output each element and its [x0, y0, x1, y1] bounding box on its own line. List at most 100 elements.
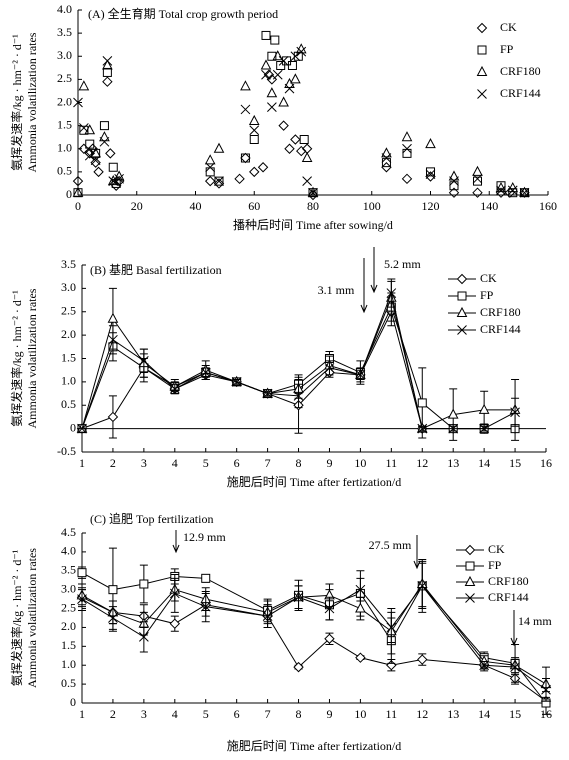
data-point [248, 114, 260, 125]
data-point [355, 370, 366, 380]
data-point [293, 391, 304, 401]
data-point [113, 170, 125, 181]
data-point [472, 187, 483, 198]
data-point [448, 170, 460, 181]
data-point [290, 134, 301, 145]
annotation: 3.1 mm [318, 283, 355, 297]
y-tick-label: 3.5 [61, 257, 76, 271]
data-point [99, 136, 110, 147]
y-tick-label: 2.5 [61, 304, 76, 318]
y-tick-label: 2.5 [61, 600, 76, 614]
data-point [105, 148, 116, 159]
legend-label: CRF180 [480, 305, 521, 319]
data-point [479, 423, 489, 434]
legend-label: CRF144 [488, 590, 529, 604]
data-point [201, 573, 211, 583]
data-point [402, 148, 412, 158]
data-point [278, 96, 289, 107]
data-point [240, 152, 251, 164]
annotation: 5.2 mm [384, 257, 421, 271]
y-tick-label: 4.0 [57, 2, 72, 16]
y-tick-label: 0 [70, 420, 76, 434]
x-tick-label: 13 [447, 456, 459, 470]
legend-label: CRF144 [480, 322, 521, 336]
x-axis-label: 播种后时间 Time after sowing/d [233, 218, 393, 232]
data-point [77, 594, 87, 604]
data-point [107, 312, 119, 323]
data-point [449, 176, 459, 186]
x-tick-label: 7 [265, 456, 271, 470]
legend-marker [456, 273, 468, 285]
data-point [324, 633, 335, 644]
data-point [270, 35, 280, 45]
legend-marker [476, 22, 488, 34]
y-tick-label: 0.5 [57, 164, 72, 178]
panel-title: (A) 全生育期 Total crop growth period [88, 6, 278, 21]
data-point [108, 162, 118, 172]
legend-marker [476, 65, 488, 76]
x-tick-label: 1 [79, 707, 85, 721]
data-point [324, 362, 335, 373]
legend-label: FP [500, 42, 514, 56]
legend-label: CK [488, 542, 505, 556]
y-tick-label: 2.0 [61, 619, 76, 633]
data-point [386, 288, 397, 298]
legend-marker [477, 45, 487, 55]
data-point [262, 388, 273, 399]
x-tick-label: 3 [141, 707, 147, 721]
data-point [84, 150, 95, 161]
annotation: 14 mm [518, 614, 552, 628]
y-tick-label: 0 [70, 695, 76, 709]
data-point [290, 73, 301, 84]
data-point [417, 581, 428, 591]
arrow-head [360, 304, 368, 314]
y-tick-label: 2.0 [57, 94, 72, 108]
x-tick-label: 80 [307, 199, 319, 213]
x-tick-label: 7 [265, 707, 271, 721]
data-point [249, 166, 260, 178]
data-point [507, 185, 518, 196]
data-point [402, 143, 412, 154]
data-point [72, 186, 84, 197]
data-point [107, 411, 119, 423]
legend-marker [465, 561, 475, 571]
data-point [249, 125, 260, 136]
data-point [508, 188, 518, 198]
data-point [448, 187, 460, 198]
series-line [81, 572, 547, 704]
data-point [293, 51, 303, 61]
x-tick-label: 5 [203, 456, 209, 470]
data-point [79, 123, 89, 133]
x-tick-label: 11 [386, 707, 398, 721]
data-point [262, 611, 273, 621]
data-point [296, 46, 307, 57]
data-point [447, 408, 459, 419]
x-tick-label: 6 [234, 707, 240, 721]
data-point [299, 135, 309, 144]
data-point [214, 176, 224, 186]
data-point [425, 138, 436, 149]
data-point [282, 56, 292, 66]
data-point [169, 588, 180, 599]
data-point [472, 173, 483, 184]
data-point [276, 61, 286, 70]
x-tick-label: 100 [363, 199, 381, 213]
data-point [284, 143, 295, 154]
x-tick-label: 6 [234, 456, 240, 470]
data-point [77, 423, 87, 434]
data-point [386, 622, 397, 633]
y-tick-label: 1.5 [61, 350, 76, 364]
data-point [308, 187, 318, 198]
x-tick-label: 14 [478, 456, 490, 470]
data-point [296, 145, 307, 157]
y-tick-label: 1.5 [61, 638, 76, 652]
x-tick-label: 8 [296, 707, 302, 721]
y-axis-label-en: Ammonia volatilization rates [25, 548, 39, 688]
data-point [355, 584, 366, 595]
y-tick-label: 3.5 [61, 563, 76, 577]
y-axis-label: 氨挥发速率/kg · hm⁻² · d⁻¹ [9, 34, 24, 171]
y-tick-label: 4.0 [61, 544, 76, 558]
y-tick-label: 3.0 [61, 280, 76, 294]
x-tick-label: 16 [540, 456, 552, 470]
data-point [111, 178, 121, 188]
